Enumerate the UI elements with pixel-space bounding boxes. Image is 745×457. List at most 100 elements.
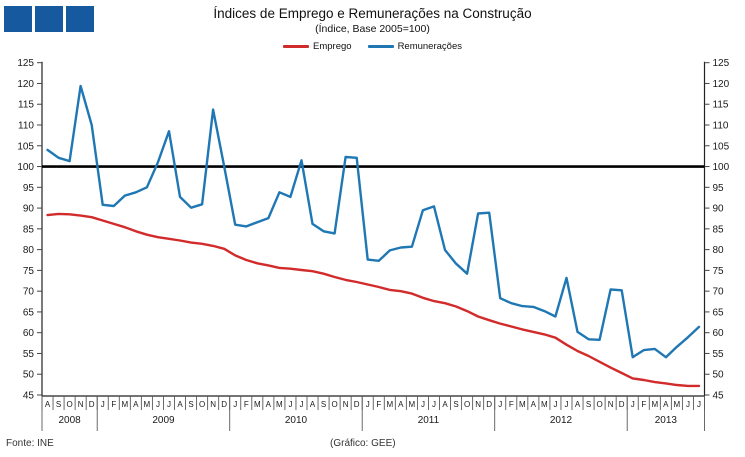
- svg-text:70: 70: [23, 287, 35, 298]
- svg-text:A: A: [663, 400, 669, 409]
- svg-text:A: A: [133, 400, 139, 409]
- svg-text:M: M: [386, 400, 393, 409]
- svg-text:2008: 2008: [58, 415, 81, 426]
- emprego-line-swatch: [283, 45, 309, 48]
- svg-text:N: N: [608, 400, 614, 409]
- svg-text:95: 95: [23, 183, 35, 194]
- svg-text:75: 75: [713, 266, 725, 277]
- svg-text:95: 95: [713, 183, 725, 194]
- svg-text:45: 45: [23, 391, 35, 402]
- svg-text:D: D: [89, 400, 95, 409]
- svg-text:A: A: [177, 400, 183, 409]
- svg-text:J: J: [432, 400, 436, 409]
- svg-text:O: O: [596, 400, 602, 409]
- svg-text:A: A: [575, 400, 581, 409]
- svg-text:J: J: [631, 400, 635, 409]
- svg-text:M: M: [409, 400, 416, 409]
- svg-text:80: 80: [713, 245, 725, 256]
- svg-text:80: 80: [23, 245, 35, 256]
- svg-text:125: 125: [17, 58, 34, 69]
- svg-text:125: 125: [713, 58, 730, 69]
- svg-text:A: A: [266, 400, 272, 409]
- svg-text:J: J: [553, 400, 557, 409]
- svg-text:N: N: [475, 400, 481, 409]
- svg-text:A: A: [310, 400, 316, 409]
- svg-text:2012: 2012: [550, 415, 573, 426]
- svg-text:M: M: [121, 400, 128, 409]
- svg-text:S: S: [453, 400, 458, 409]
- logo-square: [4, 6, 32, 32]
- svg-text:M: M: [254, 400, 261, 409]
- svg-text:60: 60: [713, 328, 725, 339]
- svg-text:110: 110: [18, 121, 34, 132]
- svg-text:120: 120: [17, 79, 34, 90]
- svg-text:J: J: [167, 400, 171, 409]
- svg-text:J: J: [697, 400, 701, 409]
- svg-text:O: O: [66, 400, 72, 409]
- svg-text:105: 105: [17, 141, 34, 152]
- svg-text:100: 100: [713, 162, 730, 173]
- svg-text:J: J: [288, 400, 292, 409]
- svg-text:65: 65: [713, 307, 725, 318]
- legend-label-emprego: Emprego: [313, 41, 352, 52]
- svg-text:F: F: [376, 400, 381, 409]
- svg-text:J: J: [156, 400, 160, 409]
- chart-legend: Emprego Remunerações: [0, 41, 745, 52]
- svg-text:D: D: [354, 400, 360, 409]
- svg-text:S: S: [188, 400, 193, 409]
- svg-text:M: M: [651, 400, 658, 409]
- svg-text:N: N: [343, 400, 349, 409]
- footer-credit: (Gráfico: GEE): [330, 438, 396, 449]
- svg-text:N: N: [78, 400, 84, 409]
- svg-text:F: F: [111, 400, 116, 409]
- footer-source: Fonte: INE: [6, 438, 54, 449]
- svg-text:90: 90: [23, 204, 35, 215]
- svg-text:110: 110: [713, 121, 729, 132]
- svg-text:D: D: [619, 400, 625, 409]
- svg-text:A: A: [45, 400, 51, 409]
- svg-text:50: 50: [713, 370, 725, 381]
- svg-text:70: 70: [713, 287, 725, 298]
- svg-text:M: M: [144, 400, 151, 409]
- svg-text:2011: 2011: [418, 415, 440, 426]
- remuneracoes-line-swatch: [367, 45, 394, 48]
- svg-text:J: J: [564, 400, 568, 409]
- svg-text:J: J: [366, 400, 370, 409]
- svg-text:J: J: [498, 400, 502, 409]
- svg-text:105: 105: [713, 141, 730, 152]
- logo: [4, 6, 94, 32]
- svg-text:120: 120: [713, 79, 730, 90]
- svg-text:J: J: [686, 400, 690, 409]
- svg-text:D: D: [486, 400, 492, 409]
- svg-text:O: O: [331, 400, 337, 409]
- svg-text:2009: 2009: [152, 415, 175, 426]
- svg-text:55: 55: [713, 349, 725, 360]
- svg-text:85: 85: [23, 224, 35, 235]
- svg-text:90: 90: [713, 204, 725, 215]
- svg-text:A: A: [531, 400, 537, 409]
- svg-text:J: J: [421, 400, 425, 409]
- logo-square: [35, 6, 63, 32]
- svg-text:100: 100: [17, 162, 34, 173]
- svg-text:A: A: [442, 400, 448, 409]
- svg-text:F: F: [244, 400, 249, 409]
- svg-text:M: M: [276, 400, 283, 409]
- legend-item-remuneracoes: Remunerações: [367, 41, 462, 52]
- page-subtitle: (Índice, Base 2005=100): [315, 23, 430, 35]
- svg-text:F: F: [641, 400, 646, 409]
- svg-text:M: M: [541, 400, 548, 409]
- svg-text:J: J: [101, 400, 105, 409]
- legend-label-remuneracoes: Remunerações: [397, 41, 462, 52]
- svg-text:O: O: [464, 400, 470, 409]
- svg-text:115: 115: [18, 100, 34, 111]
- svg-text:D: D: [221, 400, 227, 409]
- svg-text:115: 115: [713, 100, 729, 111]
- svg-text:S: S: [586, 400, 591, 409]
- svg-text:M: M: [519, 400, 526, 409]
- svg-text:M: M: [674, 400, 681, 409]
- svg-text:65: 65: [23, 307, 35, 318]
- svg-text:2013: 2013: [655, 415, 678, 426]
- svg-text:60: 60: [23, 328, 35, 339]
